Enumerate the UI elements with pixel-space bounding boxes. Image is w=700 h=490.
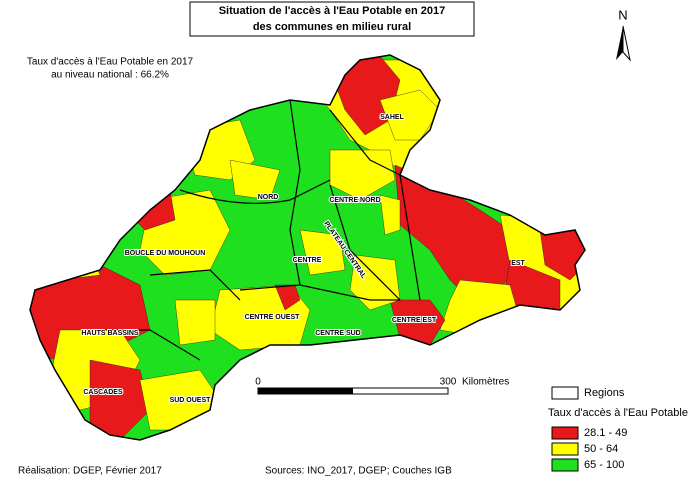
- north-label: N: [618, 7, 627, 22]
- region-label: CENTRE EST: [392, 317, 437, 324]
- region-border: [100, 329, 201, 361]
- region-label: EST: [511, 260, 525, 267]
- title-line: des communes en milieu rural: [253, 21, 411, 33]
- region-border: [179, 179, 331, 204]
- national-rate: au niveau national : 66.2%: [51, 70, 169, 81]
- national-rate: Taux d'accès à l'Eau Potable en 2017: [27, 57, 194, 68]
- region-label: CENTRE: [293, 257, 322, 264]
- region-border: [149, 269, 241, 301]
- commune: [89, 359, 151, 440]
- region-label: CENTRE NORD: [329, 197, 380, 204]
- legend-regions: Regions: [584, 387, 625, 399]
- region-border: [299, 284, 400, 301]
- scale-start: 0: [255, 377, 261, 388]
- commune: [229, 159, 281, 201]
- commune: [329, 149, 396, 201]
- region-label: SAHEL: [380, 114, 404, 121]
- commune: [299, 229, 346, 276]
- region-label: NORD: [258, 194, 279, 201]
- legend-label: 65 - 100: [584, 459, 624, 471]
- legend-swatch: [551, 458, 579, 472]
- commune: [389, 299, 446, 346]
- region-border: [329, 184, 401, 301]
- commune: [379, 89, 441, 141]
- scale-unit: Kilomètres: [462, 377, 509, 388]
- region-label: CENTRE OUEST: [245, 314, 301, 321]
- region-label: CASCADES: [83, 389, 123, 396]
- commune: [274, 284, 301, 311]
- commune: [349, 254, 401, 311]
- legend: Regions Taux d'accès à l'Eau Potable 28.…: [548, 386, 688, 472]
- title-box: [189, 1, 475, 37]
- region-border: [399, 174, 421, 301]
- region-label: CENTRE SUD: [315, 330, 361, 337]
- scale-end: 300: [440, 377, 457, 388]
- commune: [174, 299, 216, 346]
- region-label: SUD OUEST: [170, 397, 212, 404]
- scale-bar: 0 300 Kilomètres: [255, 377, 509, 395]
- commune: [39, 249, 101, 281]
- title-line: Situation de l'accès à l'Eau Potable en …: [219, 5, 446, 17]
- region-label: HAUTS BASSINS: [81, 330, 139, 337]
- region-label: BOUCLE DU MOUHOUN: [125, 250, 206, 257]
- region-border: [289, 99, 301, 231]
- region-border: [329, 109, 401, 176]
- legend-swatch: [551, 426, 579, 440]
- north-arrow: N: [616, 7, 631, 62]
- legend-label: 28.1 - 49: [584, 427, 627, 439]
- legend-title: Taux d'accès à l'Eau Potable: [548, 407, 688, 419]
- footer-left: Réalisation: DGEP, Février 2017: [18, 466, 162, 477]
- legend-swatch: [551, 442, 579, 456]
- legend-label: 50 - 64: [584, 443, 618, 455]
- footer-center: Sources: INO_2017, DGEP; Couches IGB: [265, 466, 452, 477]
- commune: [379, 194, 401, 236]
